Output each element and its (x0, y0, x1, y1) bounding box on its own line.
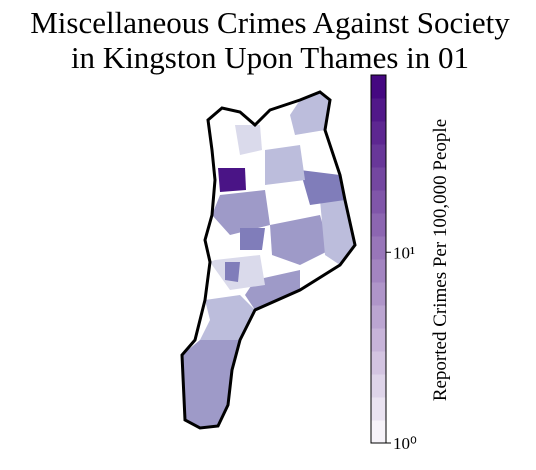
colorbar-band (371, 121, 386, 145)
district (212, 190, 270, 235)
colorbar-band (371, 420, 386, 444)
colorbar-band (371, 98, 386, 122)
colorbar-band (371, 397, 386, 421)
district (235, 125, 262, 155)
borough-outline (180, 90, 357, 430)
title-line: Miscellaneous Crimes Against Society (30, 5, 510, 40)
colorbar-band (371, 213, 386, 237)
colorbar-band (371, 328, 386, 352)
colorbar-band (371, 190, 386, 214)
district (218, 168, 246, 192)
colorbar-band (371, 374, 386, 398)
district (182, 340, 240, 428)
district (290, 92, 330, 135)
colorbar-label: Reported Crimes Per 100,000 People (430, 119, 451, 401)
colorbar-band (371, 144, 386, 168)
colorbar-band (371, 236, 386, 260)
colorbar: 10⁰ 10¹ (370, 74, 417, 453)
colorbar-tick-label: 10⁰ (393, 434, 417, 453)
district (240, 228, 265, 250)
district (320, 200, 355, 265)
district (265, 145, 305, 185)
colorbar-band (371, 75, 386, 99)
colorbar-band (371, 167, 386, 191)
colorbar-band (371, 351, 386, 375)
colorbar-frame (370, 74, 387, 444)
district (200, 295, 255, 340)
colorbar-band (371, 282, 386, 306)
district (225, 262, 240, 282)
district (270, 215, 330, 265)
borough-map (180, 90, 357, 430)
title-line: in Kingston Upon Thames in 01 (71, 40, 469, 75)
colorbar-tick-label: 10¹ (393, 243, 415, 262)
district (300, 170, 345, 205)
colorbar-band (371, 305, 386, 329)
colorbar-band (371, 259, 386, 283)
